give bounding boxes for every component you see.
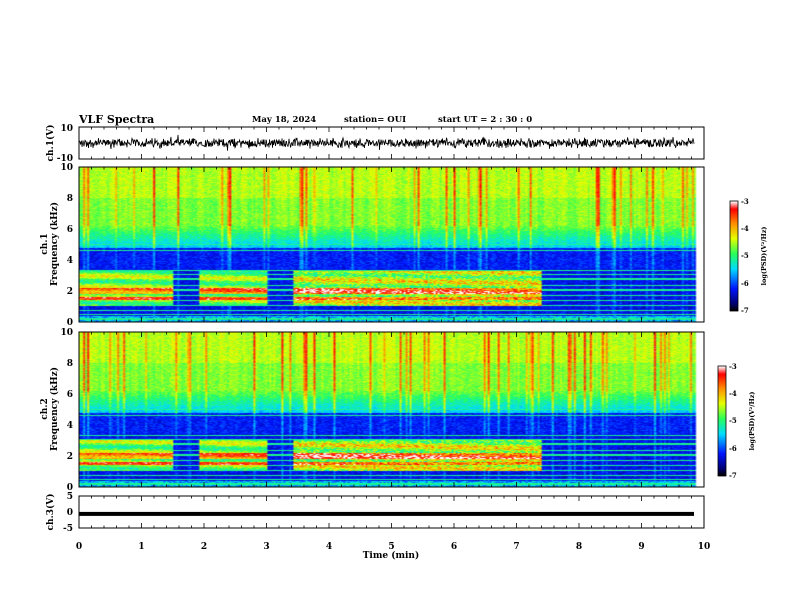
ch1-spectrogram-ticks <box>78 167 705 322</box>
time-axis-label: Time (min) <box>363 550 420 561</box>
time-tick-1: 1 <box>138 542 144 552</box>
ch2-cb-tick-m7: -7 <box>729 471 737 480</box>
ch2-colorbar-label: log(PSD)(V²/Hz) <box>748 392 756 451</box>
ch1-cb-tick-m5: -5 <box>741 251 749 260</box>
ch2-freq-tick-8: 8 <box>67 359 73 369</box>
ch2-freq-tick-10: 10 <box>60 328 73 338</box>
ch2-freq-ylabel: Frequency (kHz) <box>49 367 60 451</box>
time-tick-5: 5 <box>388 542 394 552</box>
ch1-ytick-bottom: -10 <box>57 154 73 164</box>
ch1-cb-tick-m3: -3 <box>741 197 749 206</box>
ch2-colorbar-frame <box>717 365 727 477</box>
ch3-ylabel: ch.3(V) <box>45 494 56 531</box>
time-tick-6: 6 <box>451 542 457 552</box>
ch1-cb-tick-m4: -4 <box>741 224 749 233</box>
ch3-ytick-5: 5 <box>67 492 73 502</box>
ch1-spectrogram-yticks: 0 2 4 6 8 10 <box>60 163 73 328</box>
date-label: May 18, 2024 <box>252 115 316 125</box>
time-tick-2: 2 <box>201 542 207 552</box>
ch1-waveform-line <box>78 134 695 151</box>
ch1-ylabel: ch.1(V) <box>45 125 56 162</box>
ch1-colorbar-frame <box>729 200 739 312</box>
ch1-freq-tick-2: 2 <box>67 287 73 297</box>
ch1-colorbar-label: log(PSD)(V²/Hz) <box>760 227 768 286</box>
ch2-freq-tick-6: 6 <box>67 390 73 400</box>
ch1-colorbar <box>730 201 738 311</box>
ch2-cb-tick-m4: -4 <box>729 389 737 398</box>
time-tick-0: 0 <box>76 542 82 552</box>
time-axis-tick-labels: 0 1 2 3 4 5 6 7 8 9 10 <box>76 542 710 552</box>
ch2-freq-tick-4: 4 <box>67 421 73 431</box>
ch1-spectrogram-image <box>79 167 704 322</box>
ch1-waveform-ticks <box>78 127 705 159</box>
ch1-spectrogram-panel: 0 2 4 6 8 10 ch.1 Frequency (kHz) -3 -4 … <box>40 163 768 328</box>
ch3-waveform-panel: 5 0 -5 ch.3(V) 0 1 2 3 4 5 6 7 8 9 10 Ti… <box>45 492 710 561</box>
start-time-label: start UT = 2 : 30 : 0 <box>438 115 532 125</box>
ch2-spectrogram-image <box>79 332 704 487</box>
station-label: station= OUI <box>344 115 406 125</box>
ch2-freq-tick-0: 0 <box>67 483 73 493</box>
ch1-freq-tick-10: 10 <box>60 163 73 173</box>
ch1-cb-tick-m6: -6 <box>741 279 749 288</box>
ch2-spectrogram-panel: 0 2 4 6 8 10 ch.2 Frequency (kHz) -3 -4 … <box>40 328 756 493</box>
figure-title: VLF Spectra <box>78 113 154 126</box>
ch1-ytick-top: 10 <box>60 124 73 134</box>
ch2-cb-tick-m5: -5 <box>729 416 737 425</box>
ch1-freq-tick-6: 6 <box>67 225 73 235</box>
ch3-waveform-ticks <box>78 496 705 528</box>
ch1-freq-ylabel: Frequency (kHz) <box>49 202 60 286</box>
ch1-waveform-panel: 10 -10 ch.1(V) <box>45 124 705 164</box>
time-tick-4: 4 <box>326 542 332 552</box>
ch2-spectrogram-yticks: 0 2 4 6 8 10 <box>60 328 73 493</box>
ch2-cb-tick-m3: -3 <box>729 362 737 371</box>
time-tick-7: 7 <box>513 542 519 552</box>
ch3-ytick-m5: -5 <box>63 524 73 534</box>
ch2-channel-label: ch.2 <box>40 398 50 419</box>
time-tick-9: 9 <box>638 542 644 552</box>
ch3-signal-line <box>79 511 694 516</box>
time-tick-8: 8 <box>576 542 582 552</box>
ch2-freq-tick-2: 2 <box>67 452 73 462</box>
ch2-spectrogram-ticks <box>78 332 705 487</box>
ch1-freq-tick-0: 0 <box>67 318 73 328</box>
time-tick-10: 10 <box>698 542 711 552</box>
ch2-cb-tick-m6: -6 <box>729 444 737 453</box>
ch1-channel-label: ch.1 <box>40 233 50 254</box>
ch2-colorbar <box>718 366 726 476</box>
ch1-cb-tick-m7: -7 <box>741 306 749 315</box>
time-tick-3: 3 <box>263 542 269 552</box>
ch1-freq-tick-8: 8 <box>67 194 73 204</box>
ch3-ytick-0: 0 <box>67 508 73 518</box>
ch1-freq-tick-4: 4 <box>67 256 73 266</box>
